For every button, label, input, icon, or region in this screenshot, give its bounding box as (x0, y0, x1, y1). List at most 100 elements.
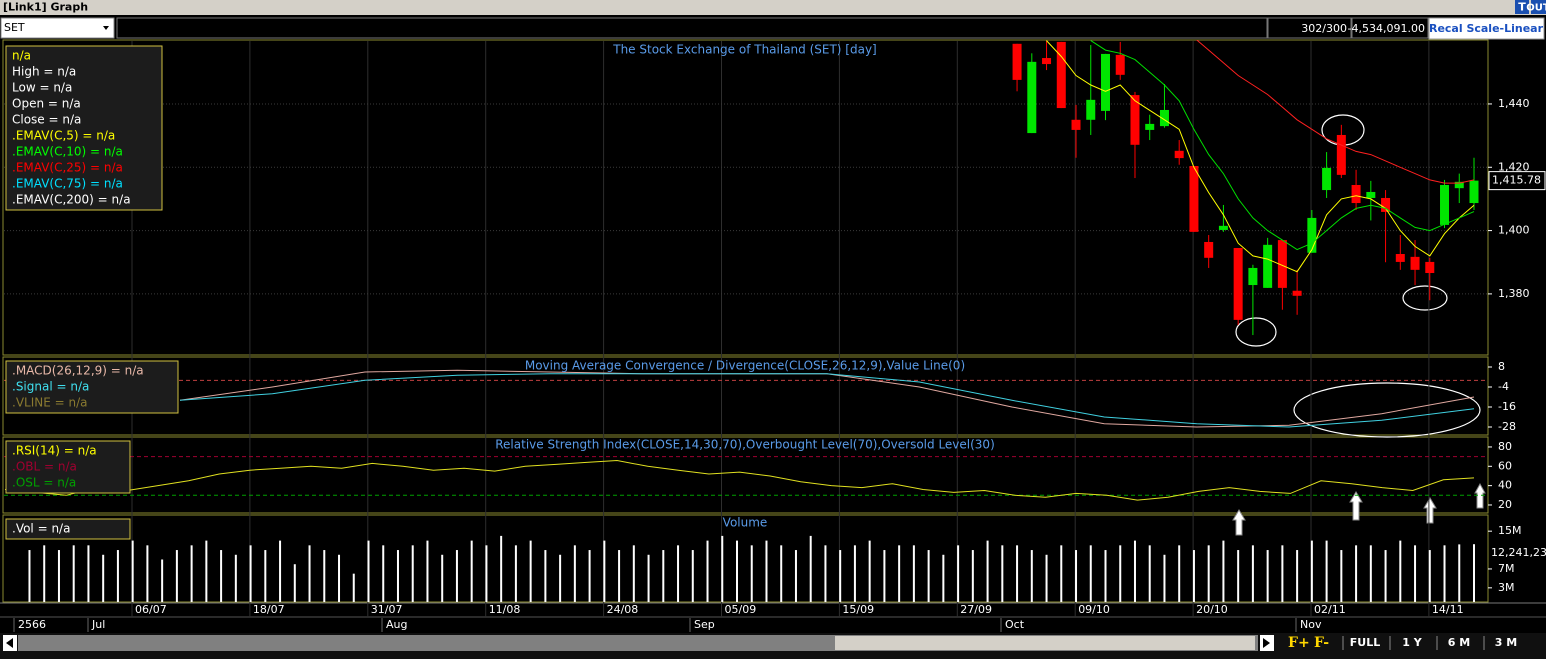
volume-bar (1325, 540, 1328, 602)
candle-body (1366, 191, 1376, 198)
candle-body (1395, 254, 1405, 262)
volume-bar (573, 545, 576, 602)
candle-body (1027, 61, 1037, 134)
scroll-right-arrow[interactable] (1263, 638, 1270, 648)
volume-bar (1251, 545, 1254, 602)
legend-entry: .RSI(14) = n/a (12, 444, 97, 458)
volume-bar (57, 550, 60, 602)
range-button[interactable]: 3 M (1495, 636, 1517, 649)
candle-body (1204, 241, 1214, 258)
date-label: 02/11 (1314, 603, 1346, 616)
ema-line (1046, 40, 1475, 273)
scroll-left-arrow[interactable] (6, 638, 13, 648)
volume-bar (1384, 550, 1387, 602)
legend-entry: Low = n/a (12, 81, 72, 95)
month-label: Oct (1005, 618, 1025, 631)
date-label: 06/07 (135, 603, 167, 616)
y-tick-label: 20 (1498, 498, 1512, 511)
volume-bar (234, 554, 237, 602)
candle-body (1454, 181, 1464, 189)
arrow (1349, 491, 1363, 521)
volume-bar (1458, 544, 1461, 602)
legend-box (5, 518, 131, 540)
recal-button[interactable] (1428, 17, 1545, 40)
candle-body (1425, 261, 1435, 274)
date-label: 31/07 (371, 603, 403, 616)
volume-bar (411, 545, 414, 602)
volume-bar (308, 545, 311, 602)
volume-bar (1355, 545, 1358, 602)
volume-bar (809, 535, 812, 602)
volume-bar (1369, 545, 1372, 602)
volume-bar (1001, 545, 1004, 602)
last-price-box (1488, 171, 1546, 191)
volume-bar (794, 550, 797, 602)
scroll-thumb[interactable] (835, 636, 1255, 650)
y-tick-label: 8 (1498, 360, 1505, 373)
volume-bar (544, 550, 547, 602)
volume-bar (1075, 550, 1078, 602)
candle-body (1292, 290, 1302, 296)
volume-bar (396, 550, 399, 602)
f-button[interactable]: F- (1314, 635, 1329, 651)
out-button-label[interactable]: OUT (1526, 3, 1546, 14)
toolbar-field (116, 17, 1268, 39)
volume-bar (1104, 550, 1107, 602)
annotations (1235, 114, 1481, 438)
annotation-arrows (1232, 482, 1486, 536)
range-button[interactable]: 6 M (1448, 636, 1470, 649)
y-tick-label: 15M (1498, 524, 1522, 537)
date-label: 18/07 (253, 603, 285, 616)
range-button[interactable]: FULL (1350, 636, 1380, 649)
legend-entry: .EMAV(C,75) = n/a (12, 177, 123, 191)
y-tick-label: -4 (1498, 380, 1509, 393)
date-label: 27/09 (960, 603, 992, 616)
date-label: 11/08 (489, 603, 521, 616)
count-box (1267, 17, 1352, 39)
legend-entry: Open = n/a (12, 97, 81, 111)
legend-entry: .OBL = n/a (12, 460, 77, 474)
volume-bar (1045, 554, 1048, 602)
value-box (1351, 17, 1429, 39)
symbol[interactable]: SET (4, 21, 25, 34)
volume-bar (529, 540, 532, 602)
candle-body (1233, 247, 1243, 320)
volume-bar (618, 550, 621, 602)
volume-bar (500, 535, 503, 602)
y-tick-label: 3M (1498, 581, 1515, 594)
dropdown-arrow[interactable] (103, 26, 109, 30)
candle-body (1440, 184, 1450, 225)
macd-line (179, 373, 1475, 428)
volume-bar (1428, 550, 1431, 602)
recal-label[interactable]: Recal Scale-Linear (1429, 22, 1544, 35)
volume-bar (824, 545, 827, 602)
arrow (1232, 509, 1246, 536)
symbol-dropdown[interactable] (0, 17, 115, 39)
candle-body (1277, 240, 1287, 288)
candle-body (1174, 150, 1184, 159)
volume-bar (957, 545, 960, 602)
out-button[interactable] (1531, 0, 1546, 14)
candle-body (1012, 43, 1022, 80)
volume-bar (750, 545, 753, 602)
date-label: 09/10 (1078, 603, 1110, 616)
candle-body (1042, 58, 1052, 65)
range-button[interactable]: 1 Y (1402, 636, 1422, 649)
volume-bar (352, 573, 355, 602)
volume-bar (839, 550, 842, 602)
panel-title: Relative Strength Index(CLOSE,14,30,70),… (495, 438, 995, 452)
t-button-label[interactable]: T (1518, 1, 1526, 14)
t-button[interactable] (1515, 0, 1529, 14)
candle-body (1351, 184, 1361, 204)
y-tick-label: 60 (1498, 459, 1512, 472)
volume-bar (514, 545, 517, 602)
volume-bar (780, 545, 783, 602)
volume-bar (441, 554, 444, 602)
volume-bar (87, 545, 90, 602)
f-button[interactable]: F+ (1288, 635, 1310, 651)
candle-body (1086, 99, 1096, 120)
macd-frame (2, 356, 1489, 436)
date-label: 15/09 (842, 603, 874, 616)
legend-entry: .OSL = n/a (12, 476, 76, 490)
